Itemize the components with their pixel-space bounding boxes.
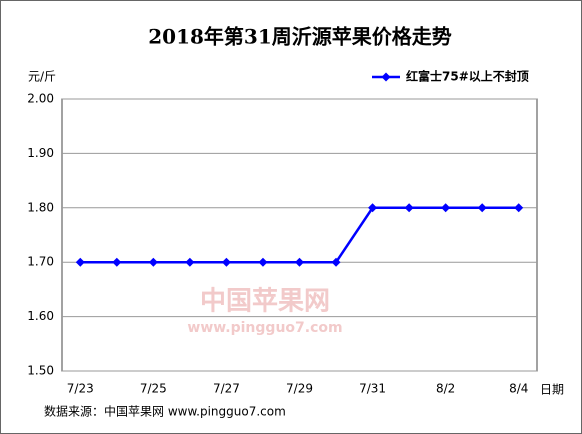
x-tick-label: 7/31: [359, 382, 386, 396]
y-tick-label: 2.00: [27, 92, 54, 106]
y-tick-label: 1.70: [27, 255, 54, 269]
chart-title: 2018年第31周沂源苹果价格走势: [148, 25, 452, 49]
data-point: [112, 257, 122, 267]
x-tick-label: 7/25: [140, 382, 167, 396]
watermark: www.pingguo7.com: [187, 320, 342, 336]
data-point: [148, 257, 158, 267]
x-tick-label: 7/23: [67, 382, 94, 396]
source: 数据来源：中国苹果网 www.pingguo7.com: [44, 404, 286, 419]
x-tick-label: 8/4: [509, 382, 528, 396]
x-tick-label: 7/29: [286, 382, 313, 396]
data-point: [477, 203, 487, 213]
x-tick-label: 7/27: [213, 382, 240, 396]
data-point: [404, 203, 414, 213]
data-point: [185, 257, 195, 267]
y-tick-label: 1.60: [27, 309, 54, 323]
y-tick-label: 1.80: [27, 200, 54, 214]
data-point: [441, 203, 451, 213]
data-point: [221, 257, 231, 267]
data-point: [368, 203, 378, 213]
data-point: [331, 257, 341, 267]
data-point: [514, 203, 524, 213]
y-axis-label: 元/斤: [28, 70, 56, 84]
x-tick-label: 8/2: [436, 382, 455, 396]
y-tick-label: 1.90: [27, 146, 54, 160]
data-point: [75, 257, 85, 267]
watermark: 中国苹果网: [200, 287, 330, 317]
x-axis-label: 日期: [540, 383, 564, 397]
y-tick-label: 1.50: [27, 364, 54, 378]
legend-marker: [381, 72, 391, 82]
legend-label: 红富士75#以上不封顶: [406, 69, 529, 84]
data-point: [258, 257, 268, 267]
data-point: [295, 257, 304, 267]
